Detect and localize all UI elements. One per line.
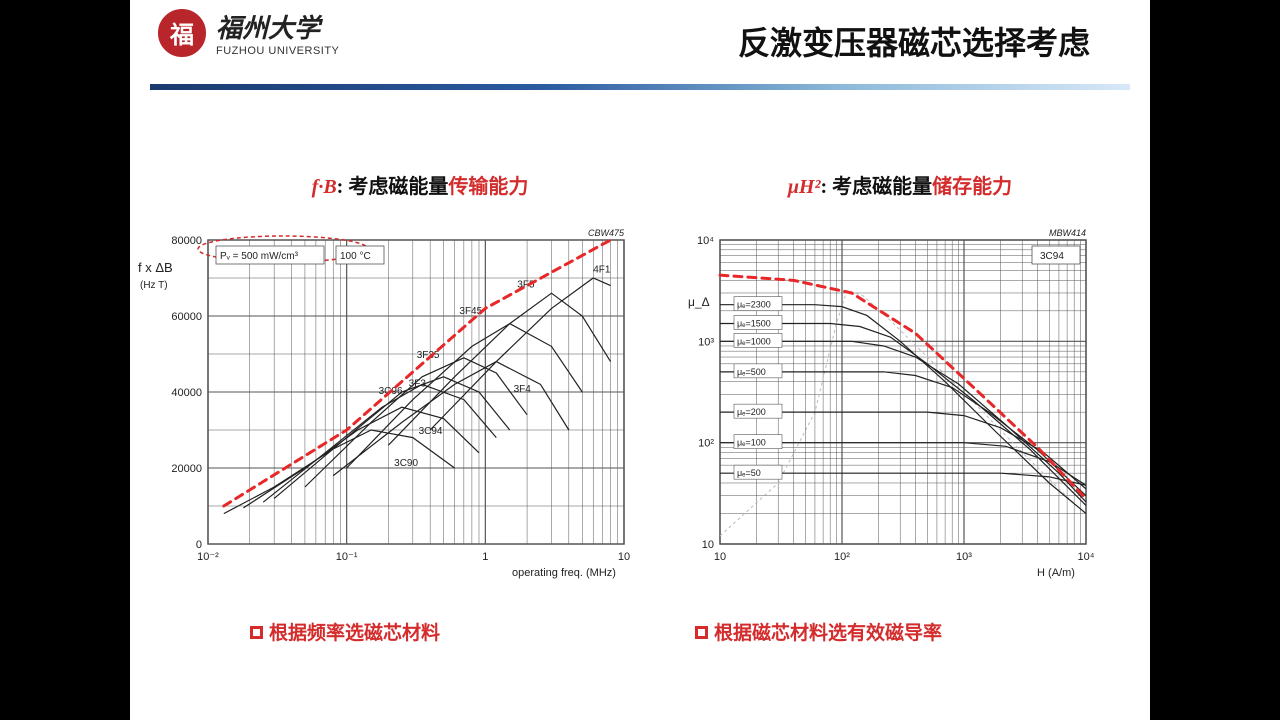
left-chart: 0 20000 40000 60000 80000 10⁻² 10⁻¹ 1 10 f x ΔB (H… — [130, 220, 640, 590]
svg-text:10: 10 — [714, 551, 726, 563]
svg-text:10: 10 — [618, 551, 630, 563]
svg-text:3C94: 3C94 — [419, 426, 443, 437]
slide: 福 福州大学 FUZHOU UNIVERSITY 反激变压器磁芯选择考虑 f·B… — [130, 0, 1150, 720]
left-subtitle-text: : 考虑磁能量 — [337, 176, 449, 198]
svg-text:10³: 10³ — [956, 551, 972, 563]
svg-text:μₑ=100: μₑ=100 — [737, 438, 766, 448]
left-subtitle: f·B: 考虑磁能量传输能力 — [210, 170, 630, 199]
divider-bar — [150, 84, 1130, 90]
svg-text:Pᵥ = 500 mW/cm³: Pᵥ = 500 mW/cm³ — [220, 251, 299, 262]
svg-text:20000: 20000 — [171, 463, 202, 475]
svg-text:80000: 80000 — [171, 235, 202, 247]
left-subtitle-tail: 传输能力 — [448, 176, 528, 198]
left-caption-text: 根据频率选磁芯材料 — [269, 623, 440, 644]
svg-text:operating freq. (MHz): operating freq. (MHz) — [512, 567, 616, 579]
right-chart-svg: 10 10² 10³ 10⁴ 10 10² 10³ 10⁴ μ_Δ H (A/m) MBW414 3C… — [670, 220, 1100, 590]
svg-text:60000: 60000 — [171, 311, 202, 323]
svg-text:10²: 10² — [834, 551, 850, 563]
svg-text:(Hz T): (Hz T) — [140, 280, 168, 291]
svg-text:10⁴: 10⁴ — [1078, 551, 1095, 563]
svg-text:CBW475: CBW475 — [588, 228, 625, 238]
svg-text:100 °C: 100 °C — [340, 251, 371, 262]
svg-text:10⁻¹: 10⁻¹ — [336, 551, 358, 563]
svg-text:μₑ=2300: μₑ=2300 — [737, 300, 771, 310]
right-subtitle-tail: 储存能力 — [932, 176, 1012, 198]
svg-text:μₑ=500: μₑ=500 — [737, 367, 766, 377]
svg-text:0: 0 — [196, 539, 202, 551]
svg-text:μₑ=1500: μₑ=1500 — [737, 318, 771, 328]
svg-text:μ_Δ: μ_Δ — [688, 295, 710, 309]
svg-text:3C90: 3C90 — [394, 458, 418, 469]
svg-text:μₑ=50: μₑ=50 — [737, 468, 761, 478]
right-caption-text: 根据磁芯材料选有效磁导率 — [714, 623, 942, 644]
svg-text:f x ΔB: f x ΔB — [138, 260, 173, 275]
header: 福 福州大学 FUZHOU UNIVERSITY 反激变压器磁芯选择考虑 — [130, 0, 1150, 88]
svg-text:40000: 40000 — [171, 387, 202, 399]
slide-title: 反激变压器磁芯选择考虑 — [738, 18, 1090, 64]
bullet-icon — [250, 626, 263, 639]
svg-text:4F1: 4F1 — [593, 264, 611, 275]
svg-text:10⁻²: 10⁻² — [197, 551, 219, 563]
svg-text:1: 1 — [482, 551, 488, 563]
university-logo-area: 福 福州大学 FUZHOU UNIVERSITY — [158, 8, 339, 57]
university-name-en: FUZHOU UNIVERSITY — [216, 45, 339, 57]
left-subtitle-symbol: f·B — [312, 176, 337, 198]
bullet-icon — [695, 626, 708, 639]
svg-text:10⁴: 10⁴ — [697, 235, 714, 247]
right-subtitle-symbol: μH² — [788, 176, 821, 198]
svg-text:10: 10 — [702, 539, 714, 551]
svg-text:MBW414: MBW414 — [1049, 228, 1086, 238]
svg-text:3F4: 3F4 — [514, 384, 532, 395]
svg-text:μₑ=200: μₑ=200 — [737, 407, 766, 417]
svg-text:10³: 10³ — [698, 336, 714, 348]
left-caption: 根据频率选磁芯材料 — [250, 618, 440, 645]
university-name-cn: 福州大学 — [216, 8, 339, 45]
right-subtitle: μH²: 考虑磁能量储存能力 — [690, 170, 1110, 199]
svg-text:3F3: 3F3 — [409, 378, 427, 389]
svg-text:3C94: 3C94 — [1040, 251, 1064, 262]
svg-text:μₑ=1000: μₑ=1000 — [737, 336, 771, 346]
right-chart: 10 10² 10³ 10⁴ 10 10² 10³ 10⁴ μ_Δ H (A/m) MBW414 3C… — [670, 220, 1100, 590]
svg-text:10²: 10² — [698, 438, 714, 450]
right-caption: 根据磁芯材料选有效磁导率 — [695, 618, 942, 645]
right-subtitle-text: : 考虑磁能量 — [821, 176, 933, 198]
university-text: 福州大学 FUZHOU UNIVERSITY — [216, 8, 339, 57]
left-chart-svg: 0 20000 40000 60000 80000 10⁻² 10⁻¹ 1 10 f x ΔB (H… — [130, 220, 640, 590]
svg-text:3F45: 3F45 — [459, 306, 482, 317]
svg-text:H (A/m): H (A/m) — [1037, 567, 1075, 579]
logo-icon: 福 — [158, 9, 206, 57]
